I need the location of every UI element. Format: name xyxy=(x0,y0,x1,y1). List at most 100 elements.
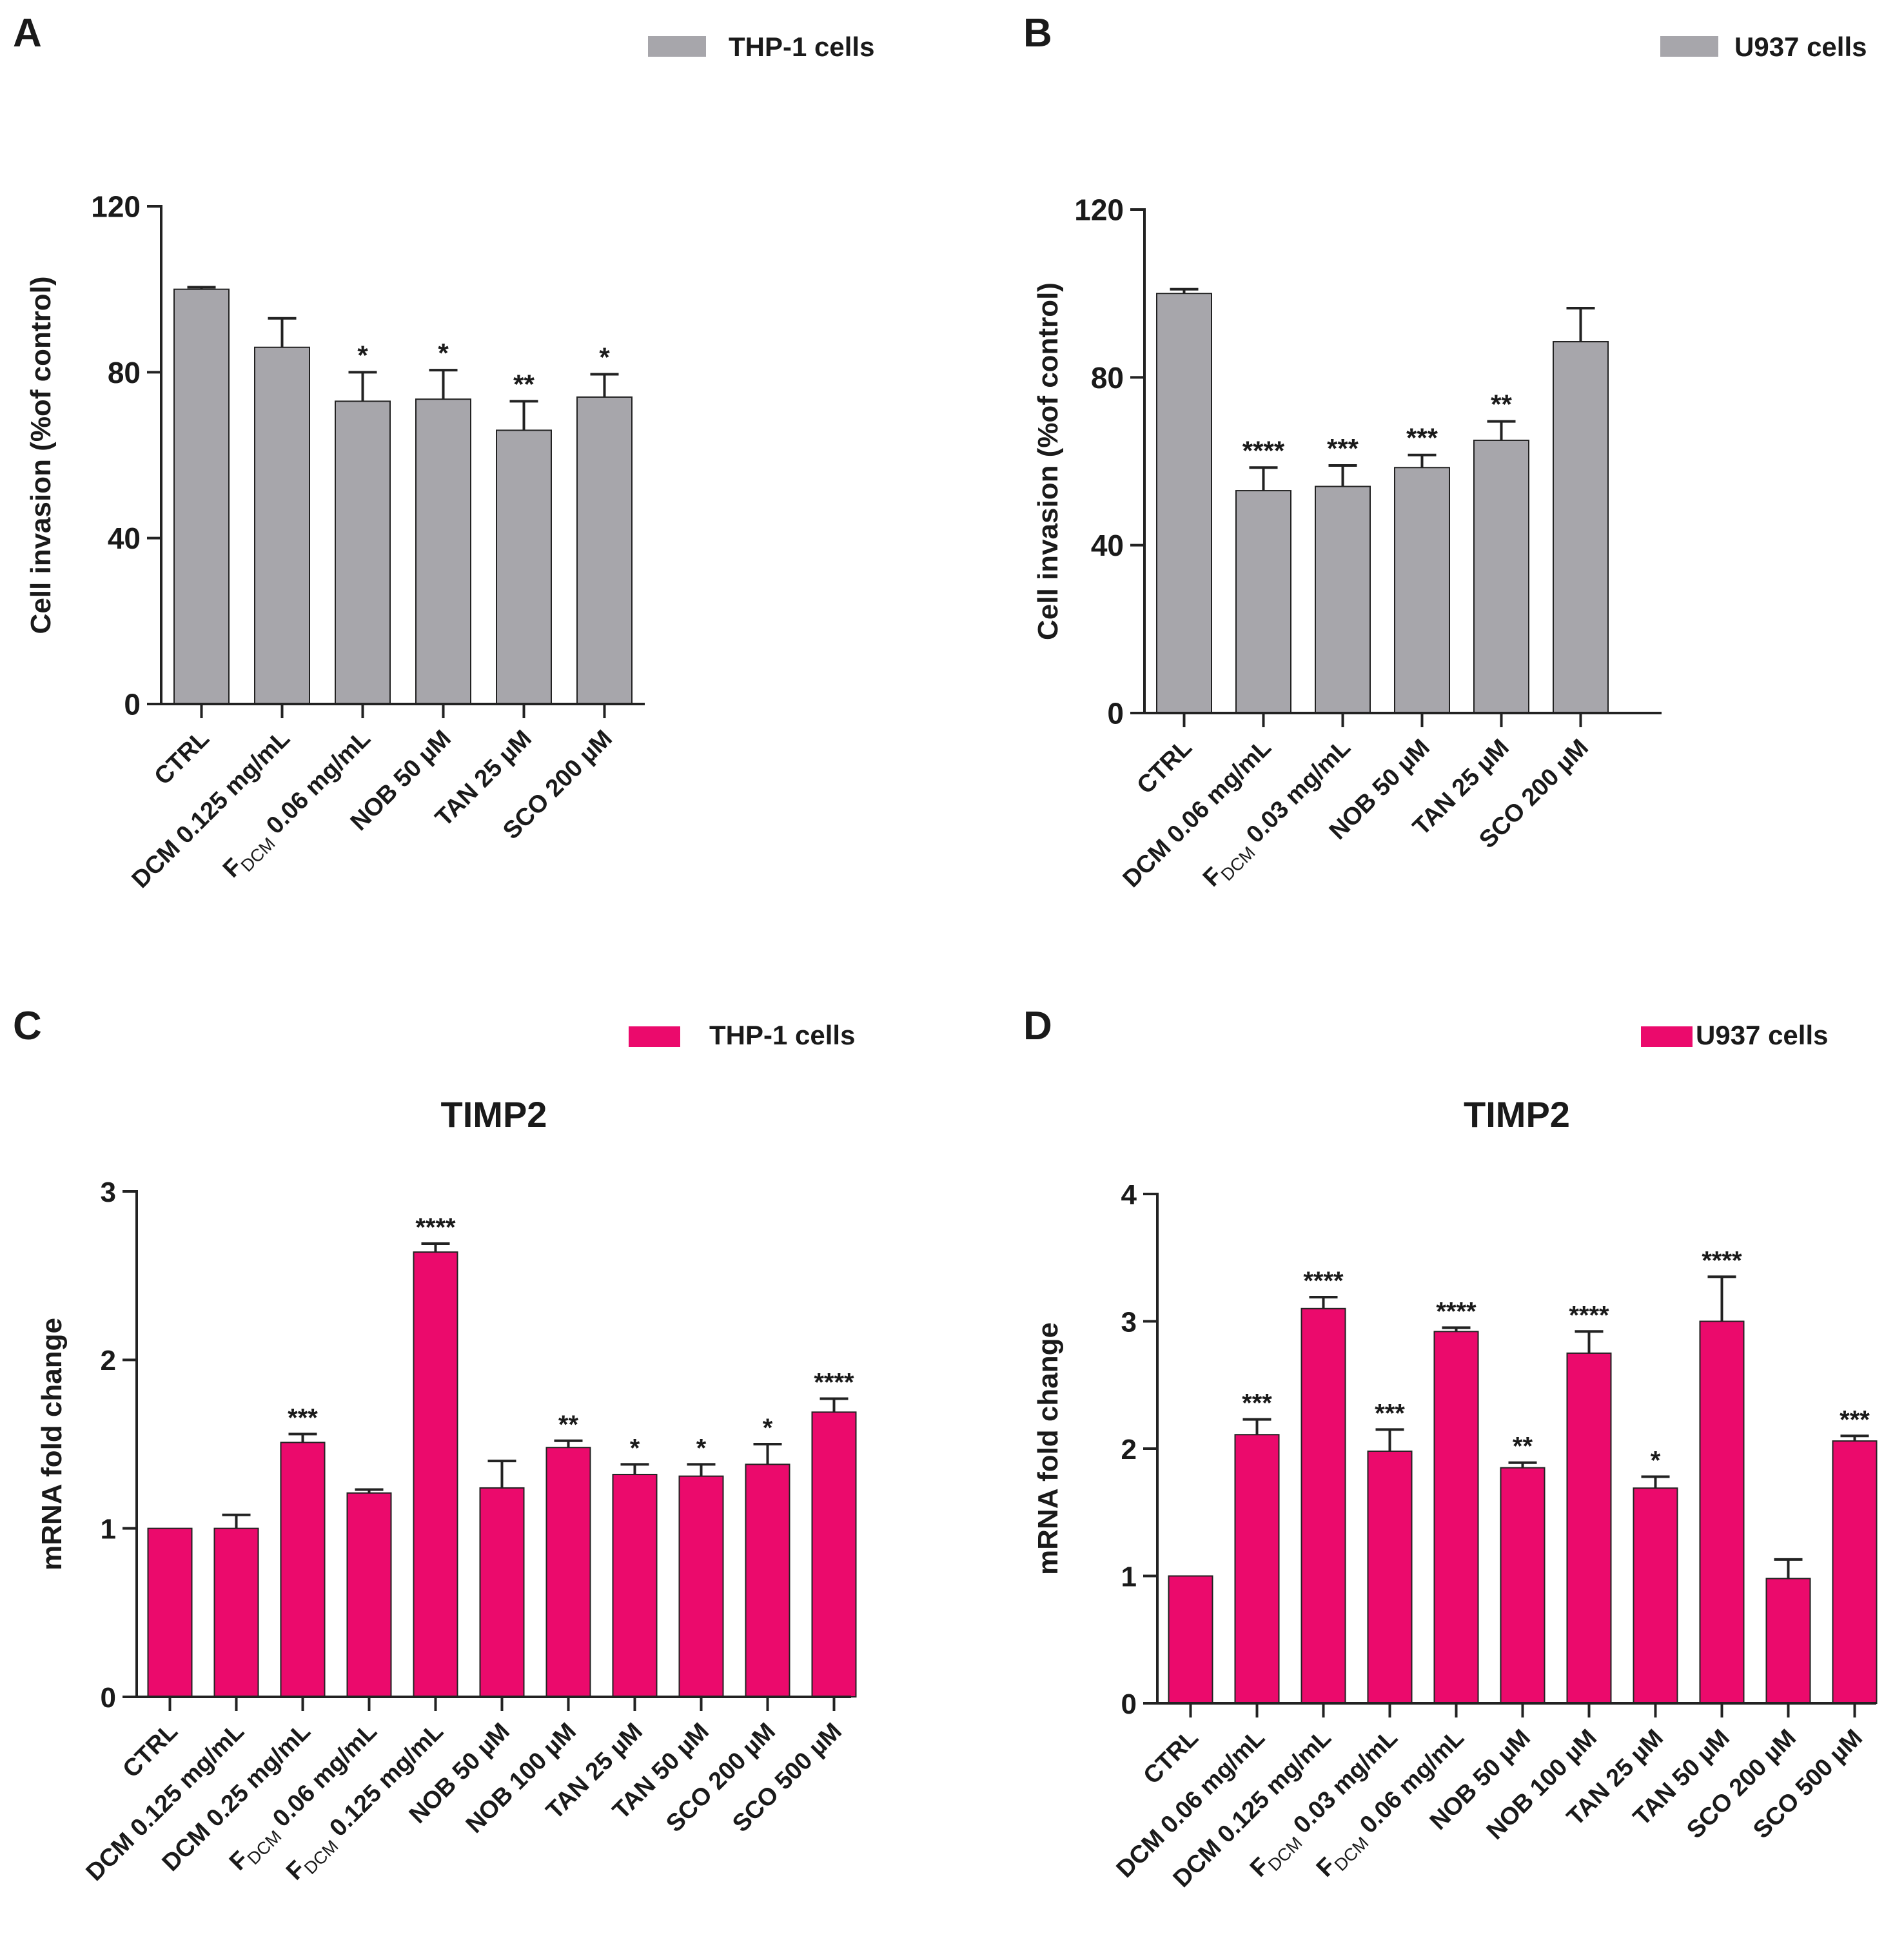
bar-1 xyxy=(147,1527,193,1698)
bar-11 xyxy=(811,1411,857,1698)
bar-5 xyxy=(496,429,552,705)
category-label-1: CTRL xyxy=(118,1718,183,1783)
significance-5: **** xyxy=(415,1213,456,1242)
legend-swatch xyxy=(648,36,706,57)
significance-5: ** xyxy=(1491,389,1512,420)
significance-5: ** xyxy=(513,369,535,399)
significance-9: **** xyxy=(1702,1246,1742,1275)
significance-5: **** xyxy=(1436,1297,1477,1326)
panel-letter: A xyxy=(13,11,42,55)
significance-9: * xyxy=(696,1434,707,1462)
significance-4: * xyxy=(438,338,449,368)
y-tick-label: 120 xyxy=(1074,193,1124,227)
legend-label: U937 cells xyxy=(1734,32,1867,62)
y-tick-label: 0 xyxy=(1121,1688,1137,1720)
panel-letter: D xyxy=(1023,1004,1052,1048)
category-label-3: FDCM 0.06 mg/mL xyxy=(218,725,379,886)
bar-10 xyxy=(745,1463,790,1698)
bar-5 xyxy=(1433,1331,1479,1705)
bar-4 xyxy=(1367,1450,1413,1704)
y-tick-label: 2 xyxy=(1121,1434,1137,1465)
y-tick-label: 120 xyxy=(91,190,141,224)
bar-2 xyxy=(213,1527,259,1698)
significance-3: **** xyxy=(1303,1267,1344,1295)
bar-3 xyxy=(1300,1307,1346,1704)
category-label-2: DCM 0.06 mg/mL xyxy=(1118,734,1277,893)
category-label-2: DCM 0.125 mg/mL xyxy=(127,725,295,894)
category-label-1: CTRL xyxy=(150,725,215,790)
category-label-1: CTRL xyxy=(1139,1725,1204,1790)
significance-11: *** xyxy=(1840,1405,1870,1434)
bar-5 xyxy=(413,1251,458,1698)
y-tick-label: 40 xyxy=(1091,529,1124,562)
bar-2 xyxy=(1234,1434,1280,1704)
bar-4 xyxy=(415,398,471,705)
panel-letter: B xyxy=(1023,11,1052,55)
y-tick-label: 0 xyxy=(101,1682,116,1714)
significance-10: * xyxy=(763,1414,773,1442)
y-axis-label: Cell invasion (%of control) xyxy=(1032,282,1064,640)
bar-8 xyxy=(612,1474,658,1698)
bar-1 xyxy=(1156,293,1212,714)
bar-7 xyxy=(1566,1352,1612,1704)
bar-4 xyxy=(1394,467,1450,714)
y-tick-label: 80 xyxy=(108,356,141,389)
legend-label: THP-1 cells xyxy=(709,1020,855,1050)
y-tick-label: 0 xyxy=(1107,697,1124,730)
bar-9 xyxy=(1699,1320,1745,1704)
significance-8: * xyxy=(630,1434,640,1462)
significance-3: * xyxy=(357,340,368,370)
category-label-1: CTRL xyxy=(1132,734,1197,799)
bar-3 xyxy=(335,400,391,705)
significance-11: **** xyxy=(814,1368,854,1396)
bar-1 xyxy=(1168,1575,1213,1704)
chart-title: TIMP2 xyxy=(1464,1094,1570,1135)
chart-panel-a: A THP-1 cells Cell invasion (%of control) *… xyxy=(13,11,874,894)
significance-3: *** xyxy=(288,1404,318,1432)
significance-2: **** xyxy=(1242,435,1285,465)
y-tick-label: 1 xyxy=(1121,1561,1137,1592)
bar-2 xyxy=(254,346,310,705)
significance-6: ** xyxy=(1513,1433,1533,1461)
bar-4 xyxy=(346,1492,392,1698)
y-tick-label: 3 xyxy=(101,1177,116,1208)
bar-9 xyxy=(678,1475,724,1698)
legend-swatch xyxy=(1660,36,1718,57)
legend-label: U937 cells xyxy=(1696,1020,1829,1050)
significance-7: ** xyxy=(558,1411,579,1439)
bar-8 xyxy=(1633,1487,1678,1705)
significance-2: *** xyxy=(1242,1389,1272,1418)
bar-2 xyxy=(1235,490,1291,714)
significance-4: *** xyxy=(1375,1399,1405,1427)
bar-5 xyxy=(1473,439,1529,714)
y-tick-label: 3 xyxy=(1121,1306,1137,1338)
bar-1 xyxy=(173,288,230,705)
y-axis-label: mRNA fold change xyxy=(36,1318,68,1570)
legend-label: THP-1 cells xyxy=(729,32,874,62)
bar-11 xyxy=(1832,1440,1878,1704)
bar-3 xyxy=(280,1442,326,1698)
chart-panel-b: B U937 cells Cell invasion (%of control) **… xyxy=(1023,11,1867,893)
significance-4: *** xyxy=(1406,423,1438,453)
y-tick-label: 4 xyxy=(1121,1179,1137,1211)
bar-6 xyxy=(479,1487,525,1698)
y-tick-label: 1 xyxy=(101,1514,116,1545)
legend-swatch xyxy=(1641,1026,1693,1047)
legend-swatch xyxy=(629,1026,680,1047)
significance-8: * xyxy=(1651,1446,1661,1474)
bar-6 xyxy=(576,396,633,705)
bar-3 xyxy=(1315,485,1371,714)
significance-3: *** xyxy=(1327,433,1359,464)
significance-6: * xyxy=(599,342,610,373)
y-tick-label: 0 xyxy=(124,688,141,721)
y-tick-label: 80 xyxy=(1091,361,1124,395)
y-axis-label: Cell invasion (%of control) xyxy=(25,277,57,634)
panel-letter: C xyxy=(13,1004,42,1048)
bar-7 xyxy=(545,1447,591,1698)
chart-title: TIMP2 xyxy=(441,1094,547,1135)
y-tick-label: 2 xyxy=(101,1345,116,1376)
bar-6 xyxy=(1500,1467,1546,1704)
